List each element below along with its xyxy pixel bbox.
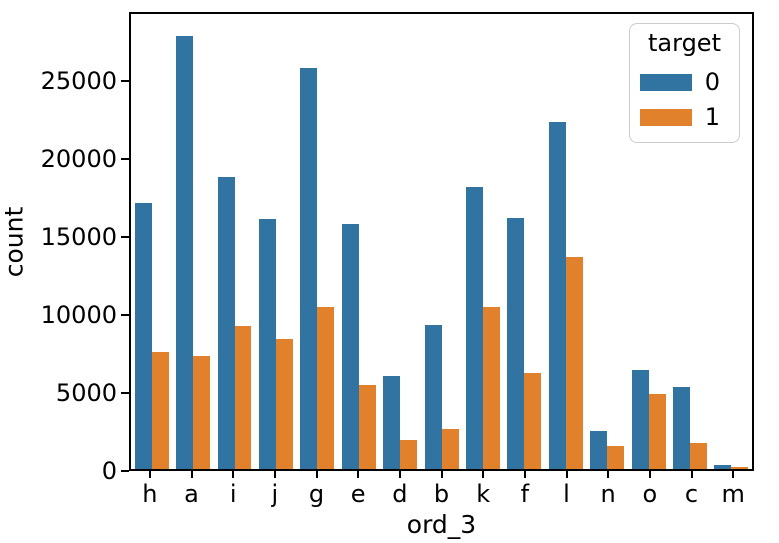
bar-g-target-1	[317, 306, 335, 469]
x-tick-mark	[607, 471, 610, 478]
bar-g-target-0	[300, 68, 318, 469]
x-tick-label-i: i	[229, 480, 237, 508]
y-tick-label: 15000	[40, 222, 117, 251]
bar-e-target-1	[358, 384, 376, 469]
bar-m-target-1	[731, 467, 749, 469]
x-tick-mark	[148, 471, 151, 478]
legend-entry-1: 1	[640, 103, 729, 131]
x-tick-label-g: g	[308, 480, 325, 508]
y-tick-mark	[121, 79, 129, 82]
x-tick-label-l: l	[563, 480, 570, 508]
y-tick-mark	[121, 313, 129, 316]
x-tick-mark	[690, 471, 693, 478]
bar-f-target-0	[507, 218, 525, 469]
x-tick-mark	[523, 471, 526, 478]
x-tick-mark	[357, 471, 360, 478]
bars-container	[131, 14, 752, 469]
y-tick-mark	[121, 157, 129, 160]
bar-f-target-1	[524, 373, 542, 469]
bar-j-target-1	[275, 339, 293, 469]
bar-a-target-0	[176, 35, 194, 469]
bar-group-a	[172, 14, 213, 469]
bar-h-target-0	[134, 202, 152, 469]
bar-c-target-1	[689, 443, 707, 469]
legend-entry-label: 1	[704, 103, 720, 131]
x-tick-mark	[648, 471, 651, 478]
bar-group-d	[379, 14, 420, 469]
x-tick-mark	[398, 471, 401, 478]
bar-c-target-0	[673, 386, 690, 469]
x-tick-mark	[732, 471, 735, 478]
bar-e-target-0	[341, 224, 359, 469]
x-tick-label-f: f	[520, 480, 530, 508]
legend-entry-label: 0	[704, 68, 720, 96]
bar-l-target-0	[548, 122, 566, 469]
x-tick-mark	[565, 471, 568, 478]
x-tick-label-d: d	[392, 480, 408, 508]
bar-group-h	[131, 14, 172, 469]
x-tick-label-h: h	[142, 480, 158, 508]
bar-group-m	[711, 14, 752, 469]
bar-group-n	[586, 14, 627, 469]
bar-group-l	[545, 14, 586, 469]
x-tick-mark	[190, 471, 193, 478]
bar-b-target-0	[424, 325, 442, 469]
bar-group-i	[214, 14, 255, 469]
x-axis-label: ord_3	[406, 510, 477, 539]
x-tick-label-c: c	[684, 480, 699, 508]
legend-entry-0: 0	[640, 68, 729, 96]
y-tick-label: 20000	[40, 144, 117, 173]
x-tick-label-o: o	[642, 480, 658, 508]
bar-group-e	[338, 14, 379, 469]
bar-group-f	[504, 14, 545, 469]
legend-title: target	[648, 29, 721, 57]
y-tick-mark	[121, 391, 129, 394]
bar-group-k	[462, 14, 503, 469]
bar-i-target-1	[234, 325, 252, 469]
bar-o-target-1	[648, 393, 666, 469]
bar-a-target-1	[193, 356, 211, 469]
x-tick-label-b: b	[433, 480, 450, 508]
y-tick-label: 0	[101, 457, 117, 485]
bar-group-j	[255, 14, 296, 469]
bar-k-target-1	[482, 307, 500, 469]
legend: target 0 1	[629, 23, 740, 143]
bar-d-target-0	[383, 376, 401, 469]
x-tick-mark	[440, 471, 443, 478]
bar-n-target-0	[590, 431, 608, 469]
bar-b-target-1	[441, 428, 459, 469]
y-tick-label: 10000	[40, 300, 117, 329]
bar-group-o	[628, 14, 669, 469]
bar-group-g	[297, 14, 338, 469]
bar-group-c	[669, 14, 710, 469]
bar-o-target-0	[631, 369, 649, 469]
x-tick-label-n: n	[600, 480, 616, 508]
bar-m-target-0	[714, 465, 732, 469]
bar-k-target-0	[465, 187, 483, 469]
x-tick-label-a: a	[184, 480, 199, 508]
x-tick-mark	[232, 471, 235, 478]
x-tick-mark	[482, 471, 485, 478]
legend-swatch-blue	[640, 73, 692, 91]
bar-i-target-0	[217, 177, 235, 469]
legend-swatch-orange	[640, 108, 692, 126]
x-tick-label-j: j	[271, 480, 279, 508]
y-tick-mark	[121, 235, 129, 238]
x-tick-mark	[273, 471, 276, 478]
y-tick-label: 5000	[55, 378, 117, 407]
bar-l-target-1	[565, 256, 583, 469]
x-tick-label-m: m	[721, 480, 745, 508]
x-tick-label-k: k	[476, 480, 491, 508]
bar-d-target-1	[400, 440, 418, 469]
x-tick-label-e: e	[350, 480, 366, 508]
bar-j-target-0	[258, 219, 276, 469]
x-tick-mark	[315, 471, 318, 478]
y-tick-label: 25000	[40, 66, 117, 95]
y-tick-mark	[121, 470, 129, 472]
bar-n-target-1	[607, 445, 625, 469]
bar-h-target-1	[151, 352, 169, 469]
bar-group-b	[421, 14, 462, 469]
